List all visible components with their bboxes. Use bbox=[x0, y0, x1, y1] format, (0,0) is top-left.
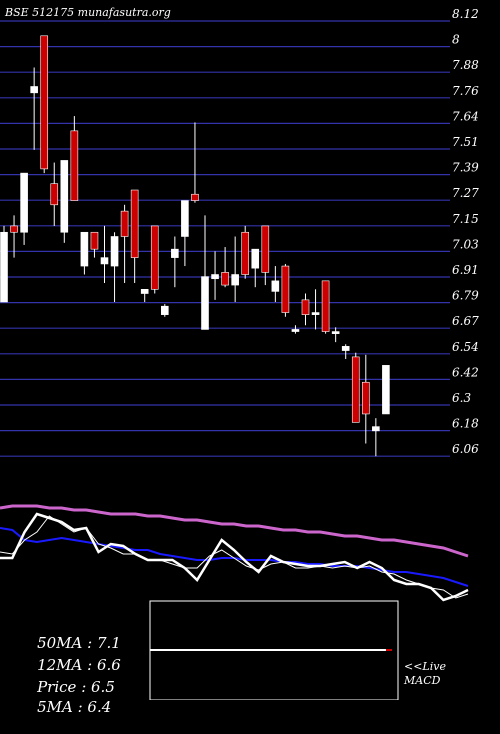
price-tick-label: 7.88 bbox=[452, 58, 479, 72]
candle-body bbox=[20, 172, 28, 233]
macd-panel bbox=[149, 600, 399, 701]
candle-body bbox=[80, 231, 89, 267]
candle-body bbox=[70, 130, 79, 201]
candle-body bbox=[382, 365, 390, 415]
candle-body bbox=[110, 236, 119, 267]
candle-body bbox=[361, 381, 370, 415]
candle-body bbox=[321, 280, 330, 332]
candle-body bbox=[150, 225, 159, 290]
candle-body bbox=[261, 225, 270, 273]
candle-body bbox=[351, 356, 360, 423]
candle-body bbox=[331, 331, 340, 334]
price-tick-label: 7.51 bbox=[452, 135, 479, 149]
candle-body bbox=[231, 274, 239, 286]
summary-ma12: 12MA : 6.6 bbox=[37, 656, 121, 674]
candle-body bbox=[372, 426, 380, 432]
candle-body bbox=[40, 35, 49, 170]
candle-body bbox=[291, 329, 300, 332]
price-tick-label: 6.18 bbox=[452, 417, 479, 431]
price-tick-label: 7.15 bbox=[452, 212, 479, 226]
summary-ma12-label: 12MA bbox=[37, 656, 83, 674]
candle-body bbox=[90, 231, 99, 250]
candles bbox=[0, 35, 390, 457]
candle-body bbox=[120, 210, 129, 237]
candle-body bbox=[281, 265, 290, 313]
price-tick-label: 6.91 bbox=[452, 263, 479, 277]
candle-body bbox=[60, 160, 69, 233]
candle-body bbox=[311, 312, 320, 315]
price-tick-label: 7.64 bbox=[452, 109, 479, 123]
price-tick-label: 7.76 bbox=[452, 84, 479, 98]
summary-ma50-label: 50MA bbox=[37, 634, 83, 652]
price-tick-label: 6.42 bbox=[452, 365, 479, 379]
price-tick-label: 7.03 bbox=[452, 237, 479, 251]
candle-body bbox=[301, 299, 310, 315]
candle-body bbox=[100, 257, 109, 265]
summary-ma5-label: 5MA bbox=[37, 698, 73, 716]
price-tick-label: 6.54 bbox=[452, 340, 479, 354]
candle-body bbox=[161, 305, 169, 315]
moving-average-panel bbox=[0, 504, 469, 602]
candle-body bbox=[30, 86, 38, 94]
candle-body bbox=[211, 274, 219, 280]
candle-body bbox=[241, 231, 249, 275]
candle-body bbox=[221, 272, 229, 286]
summary-ma5: 5MA : 6.4 bbox=[37, 698, 112, 716]
candle-body bbox=[201, 276, 209, 330]
candle-body bbox=[181, 200, 189, 237]
candle-body bbox=[341, 346, 350, 351]
summary-price-value: 6.5 bbox=[91, 678, 115, 696]
price-tick-label: 7.39 bbox=[452, 161, 479, 175]
price-tick-label: 6.67 bbox=[452, 314, 479, 328]
price-tick-label: 6.3 bbox=[452, 391, 471, 405]
candle-body bbox=[271, 280, 280, 292]
ma50-line bbox=[0, 504, 469, 558]
summary-price: Price : 6.5 bbox=[37, 678, 115, 696]
price-line bbox=[0, 512, 469, 602]
ma5-line bbox=[0, 515, 469, 599]
price-tick-label: 7.27 bbox=[452, 186, 479, 200]
price-tick-label: 8 bbox=[452, 33, 460, 47]
summary-ma12-value: 6.6 bbox=[96, 656, 121, 674]
summary-ma5-value: 6.4 bbox=[87, 698, 112, 716]
macd-label: MACD bbox=[404, 674, 441, 687]
candle-body bbox=[140, 289, 149, 294]
live-link[interactable]: <<Live bbox=[404, 660, 446, 673]
candlestick-chart: 8.12 8 7.88 7.76 7.64 7.51 7.39 7.27 7.15 7.03 6.9… bbox=[0, 6, 479, 701]
candle-body bbox=[10, 225, 18, 233]
candle-body bbox=[251, 248, 260, 269]
chart-source: BSE 512175 munafasutra.org bbox=[4, 6, 171, 19]
price-axis: 8.12 8 7.88 7.76 7.64 7.51 7.39 7.27 7.15 7.03 6.9… bbox=[452, 7, 479, 456]
price-tick-label: 6.79 bbox=[452, 289, 479, 303]
summary-price-label: Price bbox=[37, 678, 82, 696]
summary-ma50-value: 7.1 bbox=[96, 634, 121, 652]
chart-container: 8.12 8 7.88 7.76 7.64 7.51 7.39 7.27 7.15 7.03 6.9… bbox=[0, 6, 479, 716]
price-tick-label: 8.12 bbox=[452, 7, 479, 21]
candle-body bbox=[50, 183, 59, 206]
candle-body bbox=[130, 189, 139, 258]
price-tick-label: 6.06 bbox=[452, 442, 479, 456]
ma12-line bbox=[0, 527, 469, 587]
candle-body bbox=[0, 231, 8, 303]
candle-body bbox=[191, 193, 199, 201]
candle-body bbox=[171, 248, 179, 258]
summary-ma50: 50MA : 7.1 bbox=[37, 634, 121, 652]
